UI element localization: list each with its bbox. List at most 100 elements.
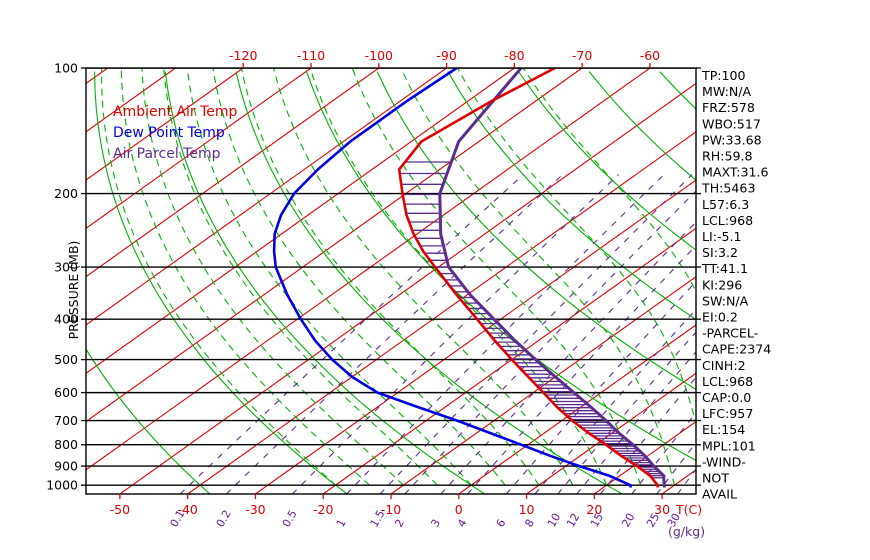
mixing-ratio-line bbox=[379, 174, 693, 494]
pressure-tick-label: 700 bbox=[54, 413, 78, 428]
parameter-frz: FRZ:578 bbox=[702, 100, 755, 115]
bottom-temperature-label: -20 bbox=[313, 502, 333, 517]
pressure-tick-label: 1000 bbox=[46, 478, 78, 493]
pressure-tick-label: 600 bbox=[54, 385, 78, 400]
bottom-temperature-label: -10 bbox=[381, 502, 401, 517]
parameter-li: LI:-5.1 bbox=[702, 229, 742, 244]
legend-item-0: Ambient Air Temp bbox=[113, 104, 238, 120]
mixing-ratio-line bbox=[179, 174, 524, 494]
bottom-temperature-labels: -50 -40 -30 -20 -10 0 10 20 30 bbox=[110, 502, 670, 517]
parameter-el: EL:154 bbox=[702, 422, 745, 437]
isotherm-line bbox=[255, 179, 696, 494]
mixing-ratio-line bbox=[404, 190, 696, 494]
dry-adiabat-line bbox=[305, 71, 696, 462]
top-temperature-label: -70 bbox=[572, 48, 592, 63]
pressure-tick-label: 100 bbox=[54, 61, 78, 76]
isobar-grid bbox=[86, 68, 696, 486]
mixing-ratio-label: 15 bbox=[588, 511, 606, 530]
parameter-th: TH:5463 bbox=[701, 181, 755, 196]
isotherm-line bbox=[86, 68, 312, 230]
top-temperature-label: -100 bbox=[365, 48, 393, 63]
dry-adiabat-line bbox=[164, 71, 486, 494]
saturated-adiabat-line bbox=[141, 68, 404, 486]
parameter-wbo: WBO:517 bbox=[702, 116, 761, 131]
isotherm-line bbox=[390, 275, 696, 494]
bottom-temperature-label: 30 bbox=[654, 502, 670, 517]
parameter-ki: KI:296 bbox=[702, 277, 742, 292]
mixing-ratio-line bbox=[467, 244, 696, 494]
mixing-ratio-line bbox=[292, 174, 619, 494]
top-temperature-label: -110 bbox=[297, 48, 325, 63]
top-temperature-label: -120 bbox=[229, 48, 257, 63]
top-temperature-labels: -120 -110 -100 -90 -80 -70 -60 bbox=[229, 48, 660, 63]
mixing-ratio-label: 30 bbox=[665, 511, 683, 530]
profile-curves bbox=[272, 68, 666, 488]
mixing-ratio-label: 10 bbox=[545, 511, 563, 530]
bottom-temperature-label: -50 bbox=[110, 502, 130, 517]
isotherm-line bbox=[322, 227, 696, 494]
saturated-adiabat-line bbox=[163, 68, 438, 486]
isotherm-line bbox=[86, 68, 380, 278]
dry-adiabat-line bbox=[94, 71, 348, 494]
saturated-adiabat-line bbox=[309, 68, 608, 486]
pressure-tick-label: 900 bbox=[54, 459, 78, 474]
parameter-cap: CAP:0.0 bbox=[702, 390, 751, 405]
isotherm-line bbox=[119, 82, 696, 494]
isotherm-line bbox=[86, 68, 583, 423]
dewpoint-temperature-curve bbox=[272, 68, 632, 488]
mixing-ratio-label: 12 bbox=[564, 511, 582, 530]
top-temperature-label: -90 bbox=[436, 48, 456, 63]
dry-adiabat-line bbox=[376, 71, 696, 391]
parameter-lcl: LCL:968 bbox=[702, 213, 753, 228]
mixing-ratio-label: 25 bbox=[644, 511, 662, 530]
pressure-axis-title: PRESSURE (MB) bbox=[66, 241, 81, 340]
parameter-tt: TT:41.1 bbox=[701, 261, 748, 276]
isotherm-line bbox=[593, 420, 696, 494]
top-temperature-label: -60 bbox=[640, 48, 660, 63]
parameter-lfc: LFC:957 bbox=[702, 406, 753, 421]
parameter-l57: L57:6.3 bbox=[702, 197, 749, 212]
legend-item-1: Dew Point Temp bbox=[113, 125, 225, 141]
isotherm-line bbox=[86, 68, 447, 326]
parameter-rh: RH:59.8 bbox=[702, 149, 753, 164]
bottom-temperature-label: -30 bbox=[245, 502, 265, 517]
legend: Ambient Air Temp Dew Point Temp Air Parcel… bbox=[113, 104, 238, 162]
dry-adiabat-line bbox=[447, 71, 696, 321]
parameter-mpl: MPL:101 bbox=[702, 438, 756, 453]
ambient-temperature-curve bbox=[397, 68, 659, 488]
parameter-si: SI:3.2 bbox=[702, 245, 738, 260]
pressure-tick-label: 200 bbox=[54, 186, 78, 201]
mixing-ratio-label: 20 bbox=[619, 511, 637, 530]
pressure-tick-label: 800 bbox=[54, 437, 78, 452]
parameter-cinh: CINH:2 bbox=[702, 358, 746, 373]
pressure-tick-label: 300 bbox=[54, 260, 78, 275]
pressure-tick-label: 400 bbox=[54, 312, 78, 327]
parameter-parcel: -PARCEL- bbox=[702, 326, 758, 341]
saturated-adiabat-line bbox=[272, 68, 574, 486]
isotherm-line bbox=[187, 131, 696, 494]
parameter-maxt: MAXT:31.6 bbox=[702, 165, 768, 180]
legend-item-2: Air Parcel Temp bbox=[113, 146, 221, 162]
parameter-cape: CAPE:2374 bbox=[702, 342, 771, 357]
parcel-temperature-curve bbox=[438, 68, 666, 488]
pressure-axis-labels: 100 200 300 400 500 600 700 800 900 1000 bbox=[46, 61, 78, 493]
saturated-adiabat-line bbox=[186, 68, 472, 486]
saturated-adiabat-grid bbox=[101, 68, 696, 486]
saturated-adiabat-line bbox=[240, 68, 540, 486]
parameter-wind_status_2: AVAIL bbox=[702, 487, 737, 502]
isotherm-line bbox=[526, 372, 696, 494]
dry-adiabat-line bbox=[518, 71, 696, 251]
mixing-ratio-axis-title: (g/kg) bbox=[668, 524, 705, 539]
parameter-lcl: LCL:968 bbox=[702, 374, 753, 389]
axis-ticks bbox=[81, 63, 701, 499]
isotherm-line bbox=[86, 68, 244, 181]
bottom-temperature-label: 10 bbox=[519, 502, 535, 517]
saturated-adiabat-line bbox=[120, 68, 370, 486]
saturated-adiabat-line bbox=[212, 68, 506, 486]
parameter-wind: -WIND- bbox=[702, 454, 746, 469]
axis-titles: PRESSURE (MB) T(C) (g/kg) bbox=[66, 241, 705, 539]
saturated-adiabat-line bbox=[101, 68, 336, 486]
